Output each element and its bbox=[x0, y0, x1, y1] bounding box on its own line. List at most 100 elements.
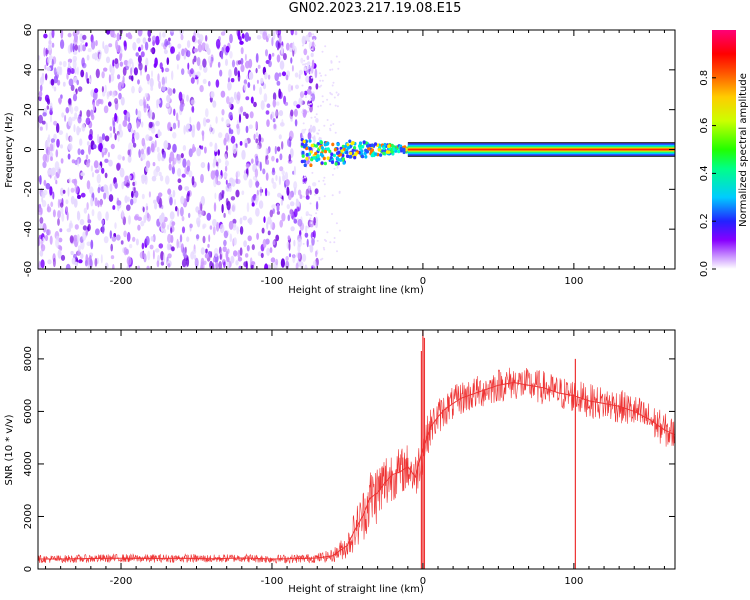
noise-cell bbox=[86, 180, 91, 190]
noise-cell bbox=[305, 225, 308, 234]
noise-cell bbox=[74, 184, 79, 194]
noise-fade-cell bbox=[333, 96, 336, 99]
noise-fade-cell bbox=[333, 241, 336, 244]
noise-cell bbox=[127, 60, 132, 68]
noise-cell bbox=[288, 130, 294, 140]
noise-cell bbox=[137, 30, 143, 37]
noise-cell bbox=[170, 30, 175, 33]
noise-cell bbox=[221, 109, 225, 116]
noise-fade-cell bbox=[306, 34, 309, 37]
noise-cell bbox=[130, 67, 133, 76]
noise-cell bbox=[271, 37, 274, 47]
noise-cell bbox=[276, 146, 281, 152]
noise-cell bbox=[231, 203, 236, 213]
noise-fade-cell bbox=[338, 190, 341, 193]
noise-cell bbox=[263, 93, 268, 103]
noise-fade-cell bbox=[303, 63, 306, 66]
noise-cell bbox=[55, 149, 59, 158]
noise-cell bbox=[86, 241, 91, 247]
noise-cell bbox=[278, 34, 282, 44]
noise-cell bbox=[135, 238, 139, 246]
noise-cell bbox=[50, 156, 53, 161]
noise-fade-cell bbox=[323, 195, 326, 198]
noise-cell bbox=[285, 260, 290, 269]
noise-fade-cell bbox=[302, 122, 305, 125]
noise-cell bbox=[162, 152, 166, 159]
noise-cell bbox=[306, 55, 310, 60]
noise-cell bbox=[182, 158, 187, 168]
noise-cell bbox=[215, 169, 219, 178]
noise-cell bbox=[56, 235, 60, 241]
noise-cell bbox=[55, 238, 60, 248]
noise-cell bbox=[259, 86, 263, 95]
noise-cell bbox=[221, 117, 224, 122]
noise-cell bbox=[110, 255, 115, 260]
noise-cell bbox=[255, 67, 258, 74]
y-tick-label: 8000 bbox=[23, 346, 34, 371]
noise-cell bbox=[288, 253, 292, 258]
noise-cell bbox=[199, 85, 204, 93]
noise-fade-cell bbox=[329, 103, 332, 106]
noise-cell bbox=[200, 257, 205, 267]
noise-cell bbox=[188, 148, 193, 158]
noise-cell bbox=[310, 52, 314, 58]
noise-cell bbox=[183, 252, 187, 259]
noise-cell bbox=[177, 178, 182, 183]
noise-cell bbox=[156, 146, 160, 153]
noise-cell bbox=[171, 166, 175, 175]
burst-cell bbox=[360, 154, 364, 159]
noise-cell bbox=[240, 106, 244, 113]
noise-cell bbox=[58, 97, 62, 104]
noise-cell bbox=[130, 128, 133, 134]
noise-cell bbox=[275, 234, 280, 242]
noise-cell bbox=[138, 149, 141, 158]
noise-cell bbox=[116, 200, 122, 206]
noise-cell bbox=[293, 165, 296, 176]
noise-cell bbox=[221, 46, 224, 54]
noise-cell bbox=[236, 170, 241, 178]
burst-cell bbox=[362, 140, 366, 145]
noise-cell bbox=[190, 77, 195, 84]
noise-cell bbox=[74, 44, 78, 51]
noise-cell bbox=[114, 112, 118, 122]
noise-cell bbox=[73, 38, 78, 46]
noise-cell bbox=[137, 121, 141, 127]
noise-fade-cell bbox=[302, 91, 305, 94]
noise-cell bbox=[216, 161, 219, 167]
noise-cell bbox=[167, 188, 172, 195]
noise-cell bbox=[76, 234, 80, 243]
noise-cell bbox=[158, 192, 163, 197]
noise-cell bbox=[161, 84, 166, 92]
noise-fade-cell bbox=[329, 68, 332, 71]
noise-cell bbox=[156, 195, 161, 203]
noise-fade-cell bbox=[320, 258, 322, 261]
noise-cell bbox=[80, 172, 85, 177]
noise-cell bbox=[241, 190, 245, 196]
noise-cell bbox=[230, 129, 234, 135]
noise-cell bbox=[152, 162, 156, 167]
burst-cell bbox=[348, 139, 352, 144]
noise-cell bbox=[114, 58, 119, 65]
noise-cell bbox=[42, 192, 46, 199]
noise-cell bbox=[95, 228, 100, 236]
noise-cell bbox=[176, 154, 181, 161]
noise-cell bbox=[183, 54, 186, 60]
noise-cell bbox=[199, 64, 203, 71]
noise-cell bbox=[218, 174, 222, 180]
burst-cell bbox=[336, 142, 340, 147]
noise-cell bbox=[269, 209, 273, 218]
noise-cell bbox=[90, 239, 94, 250]
noise-cell bbox=[224, 160, 229, 167]
noise-cell bbox=[110, 243, 113, 252]
noise-cell bbox=[119, 53, 122, 62]
noise-fade-cell bbox=[301, 44, 304, 47]
noise-cell bbox=[257, 251, 262, 257]
noise-fade-cell bbox=[307, 39, 310, 42]
noise-cell bbox=[261, 227, 265, 234]
noise-cell bbox=[270, 257, 276, 263]
noise-cell bbox=[45, 49, 49, 55]
noise-cell bbox=[186, 50, 191, 58]
burst-cell bbox=[329, 156, 333, 160]
noise-cell bbox=[123, 59, 129, 66]
noise-cell bbox=[298, 73, 301, 80]
